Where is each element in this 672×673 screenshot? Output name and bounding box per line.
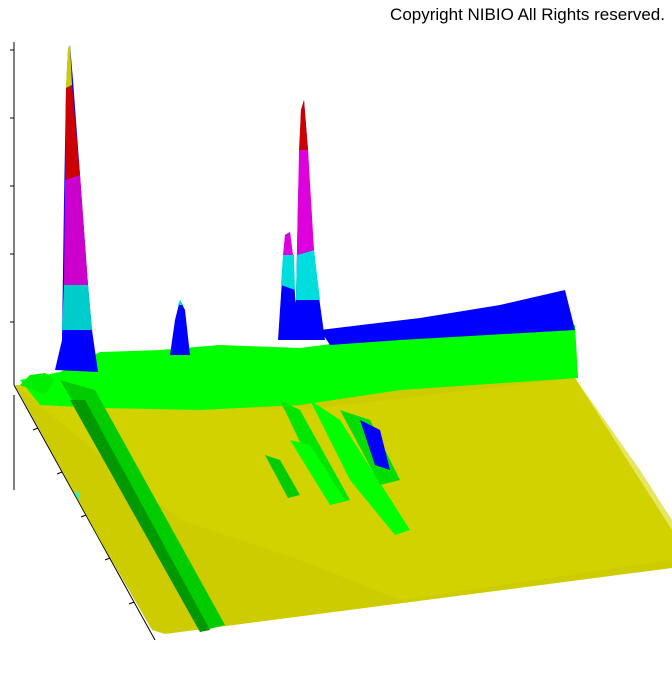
copyright: Copyright NIBIO All Rights reserved. xyxy=(390,5,665,24)
axes xyxy=(10,42,156,641)
surface xyxy=(15,45,672,634)
